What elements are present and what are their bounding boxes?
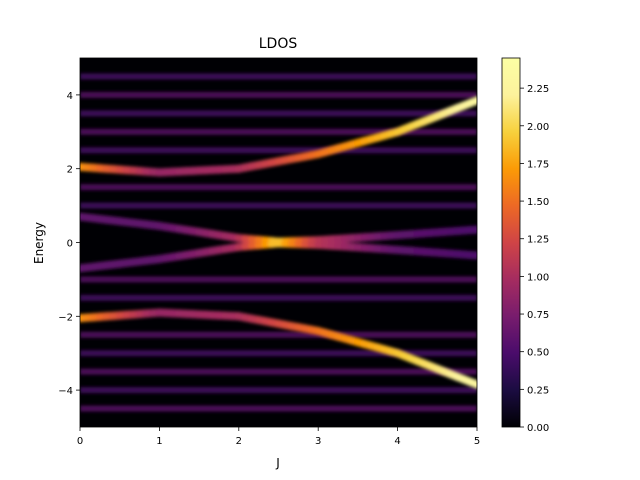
- faint-level-band: [80, 350, 477, 357]
- y-tick-label: 0: [67, 239, 73, 250]
- heatmap-area: [80, 58, 477, 427]
- colorbar-tick-label: 1.25: [527, 235, 549, 246]
- band-0: [80, 96, 477, 177]
- colorbar-tick-label: 0.00: [527, 423, 549, 434]
- x-tick-label: 1: [156, 436, 162, 447]
- faint-level-band: [80, 405, 477, 412]
- colorbar-tick-label: 0.75: [527, 310, 549, 321]
- chart-title: LDOS: [259, 36, 298, 52]
- x-tick-label: 0: [77, 436, 83, 447]
- faint-level-band: [80, 184, 477, 191]
- x-tick-label: 4: [394, 436, 400, 447]
- x-tick-label: 3: [315, 436, 321, 447]
- faint-level-band: [80, 128, 477, 135]
- band-1: [80, 308, 477, 389]
- y-axis: −4 −2 0 2 4: [58, 91, 80, 397]
- faint-level-band: [80, 202, 477, 209]
- faint-level-band: [80, 331, 477, 338]
- band-2: [80, 212, 477, 246]
- faint-level-band: [80, 110, 477, 117]
- y-axis-label: Energy: [32, 222, 46, 264]
- y-tick-label: −2: [58, 312, 73, 323]
- colorbar-gradient: [501, 57, 521, 428]
- colorbar-axis: 0.00 0.25 0.50 0.75 1.00 1.25 1.50 1.75 2.00 2.25: [520, 84, 549, 434]
- y-tick-label: −4: [58, 386, 73, 397]
- x-tick-label: 2: [236, 436, 242, 447]
- x-axis-label: J: [275, 456, 280, 470]
- y-tick-label: 2: [67, 165, 73, 176]
- y-tick-label: 4: [67, 91, 73, 102]
- x-axis: 0 1 2 3 4 5: [77, 427, 480, 447]
- band-3: [80, 239, 477, 273]
- colorbar: 0.00 0.25 0.50 0.75 1.00 1.25 1.50 1.75 2.00 2.25: [501, 57, 549, 434]
- colorbar-tick-label: 2.00: [527, 122, 549, 133]
- colorbar-tick-label: 1.00: [527, 272, 549, 283]
- faint-level-band: [80, 294, 477, 301]
- colorbar-tick-label: 1.75: [527, 159, 549, 170]
- faint-level-band: [80, 91, 477, 98]
- colorbar-tick-label: 1.50: [527, 197, 549, 208]
- band-segment: [466, 377, 477, 389]
- faint-level-band: [80, 73, 477, 80]
- faint-level-band: [80, 387, 477, 394]
- colorbar-tick-label: 0.25: [527, 385, 549, 396]
- faint-level-band: [80, 276, 477, 283]
- faint-level-band: [80, 147, 477, 154]
- x-tick-label: 5: [474, 436, 480, 447]
- faint-level-band: [80, 368, 477, 375]
- band-segment: [466, 96, 477, 108]
- colorbar-tick-label: 0.50: [527, 348, 549, 359]
- colorbar-tick-label: 2.25: [527, 84, 549, 95]
